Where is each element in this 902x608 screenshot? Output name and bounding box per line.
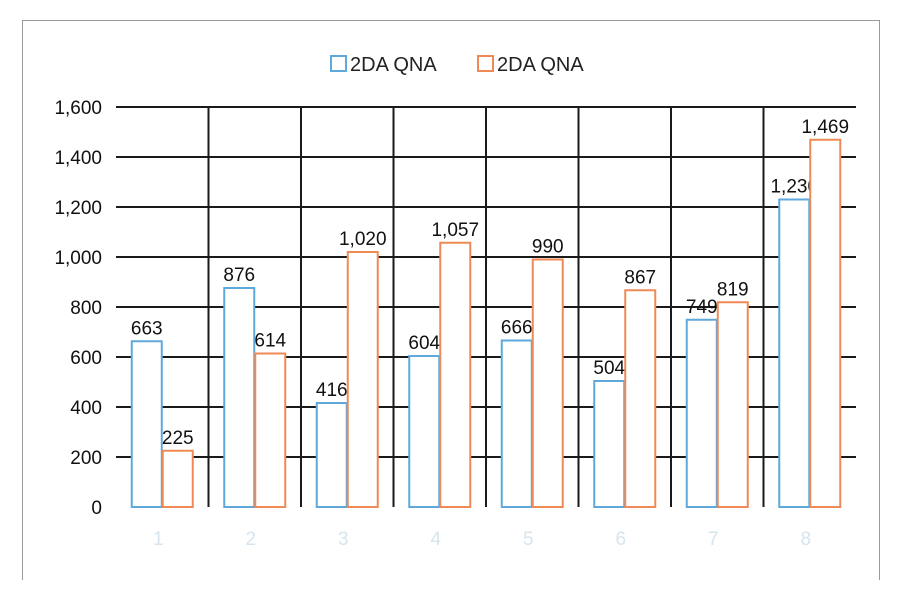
- x-tick-label: 3: [338, 529, 349, 550]
- data-label: 416: [316, 380, 348, 401]
- y-tick-label: 800: [70, 298, 102, 319]
- legend-label: 2DA QNA: [350, 54, 437, 76]
- bar-series-1-cat-1: [130, 340, 163, 508]
- data-label: 819: [717, 279, 749, 300]
- data-label: 666: [501, 318, 533, 339]
- y-tick-label: 1,600: [54, 98, 102, 119]
- x-tick-label: 1: [153, 529, 164, 550]
- bar-series-2-cat-2: [254, 352, 287, 508]
- x-tick-label: 4: [430, 529, 441, 550]
- bar-series-2-cat-6: [624, 289, 657, 508]
- y-tick-label: 600: [70, 348, 102, 369]
- y-tick-label: 1,000: [54, 248, 102, 269]
- y-tick-label: 1,200: [54, 198, 102, 219]
- data-label: 749: [686, 297, 718, 318]
- bar-series-2-cat-8: [809, 138, 842, 508]
- legend-swatch: [330, 55, 347, 72]
- bar-series-1-cat-7: [685, 318, 718, 508]
- bar-series-1-cat-4: [408, 355, 441, 508]
- data-label: 614: [254, 331, 286, 352]
- data-label: 1,469: [801, 117, 849, 138]
- data-label: 1,230: [770, 177, 818, 198]
- x-tick-label: 5: [523, 529, 534, 550]
- x-tick-label: 2: [245, 529, 256, 550]
- data-label: 604: [408, 333, 440, 354]
- y-tick-label: 1,400: [54, 148, 102, 169]
- bar-series-2-cat-5: [531, 258, 564, 508]
- bar-series-1-cat-2: [223, 287, 256, 508]
- y-tick-label: 400: [70, 398, 102, 419]
- chart-frame: [22, 20, 880, 580]
- x-tick-label: 8: [800, 529, 811, 550]
- data-label: 876: [223, 265, 255, 286]
- legend-label: 2DA QNA: [497, 54, 584, 76]
- data-label: 225: [162, 428, 194, 449]
- y-tick-label: 200: [70, 448, 102, 469]
- data-label: 1,057: [431, 220, 479, 241]
- x-tick-label: 7: [708, 529, 719, 550]
- data-label: 504: [593, 358, 625, 379]
- bar-series-2-cat-3: [346, 251, 379, 508]
- y-tick-label: 0: [91, 498, 102, 519]
- bar-series-1-cat-3: [315, 402, 348, 508]
- bar-series-1-cat-6: [593, 380, 626, 508]
- bar-series-2-cat-1: [161, 449, 194, 508]
- bar-series-1-cat-8: [778, 198, 811, 508]
- bar-series-1-cat-5: [500, 339, 533, 508]
- bar-series-2-cat-4: [439, 241, 472, 508]
- data-label: 663: [131, 318, 163, 339]
- data-label: 1,020: [339, 229, 387, 250]
- legend-swatch: [477, 55, 494, 72]
- data-label: 990: [532, 237, 564, 258]
- data-label: 867: [624, 267, 656, 288]
- x-tick-label: 6: [615, 529, 626, 550]
- bar-series-2-cat-7: [716, 301, 749, 508]
